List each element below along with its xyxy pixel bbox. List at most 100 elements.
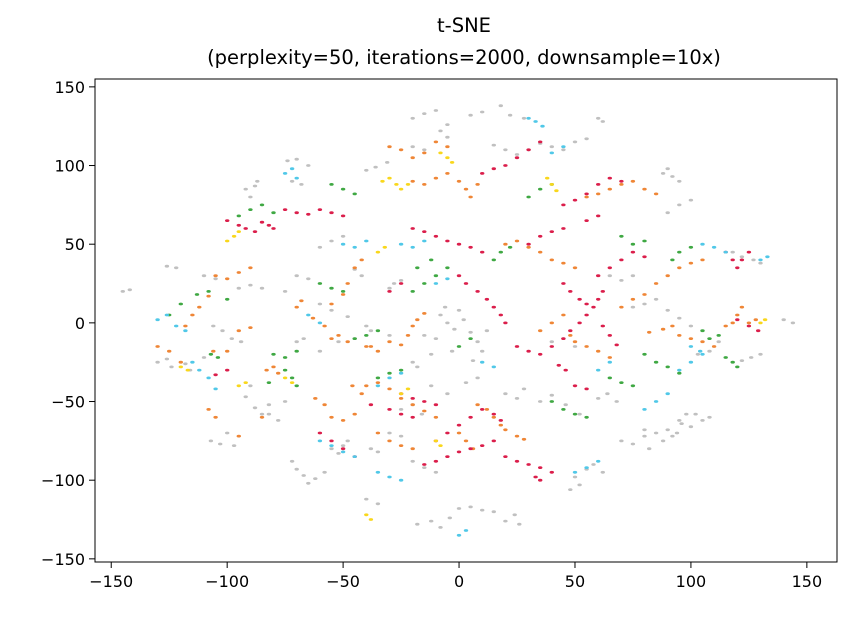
scatter-point [491,415,496,419]
scatter-point [445,172,450,175]
scatter-point [746,324,752,328]
scatter-point [514,397,520,400]
scatter-point [236,230,241,234]
scatter-point [375,450,381,454]
scatter-point [677,203,682,207]
scatter-point [596,116,601,120]
scatter-point [294,340,299,344]
scatter-point [433,282,439,285]
scatter-point [607,334,612,337]
scatter-point [183,329,188,333]
scatter-point [572,345,578,348]
scatter-point [677,371,682,375]
scatter-point [236,434,241,438]
scatter-point [653,282,659,285]
scatter-point [572,198,578,202]
scatter-point [415,266,420,270]
scatter-point [340,293,346,296]
scatter-point [670,175,675,178]
scatter-point [600,120,605,123]
scatter-point [382,245,387,249]
scatter-point [456,431,462,435]
scatter-point [463,282,469,285]
scatter-point [642,302,647,306]
scatter-point [526,245,531,249]
scatter-point [751,258,756,262]
scatter-point [359,392,364,396]
scatter-point [410,227,415,230]
scatter-point [218,442,223,446]
scatter-point [445,145,450,149]
scatter-point [422,466,427,469]
scatter-point [429,519,434,523]
scatter-point [294,305,299,309]
scatter-point [445,123,450,126]
scatter-point [688,360,694,364]
scatter-point [433,274,439,278]
scatter-point [665,274,670,278]
scatter-point [498,419,503,422]
scatter-point [498,104,503,108]
scatter-point [538,140,543,144]
scatter-point [514,156,520,160]
scatter-point [220,329,225,333]
scatter-point [422,334,427,337]
scatter-point [248,326,253,329]
scatter-point [252,184,258,188]
scatter-point [197,305,202,309]
scatter-point [549,230,554,234]
scatter-point [449,349,455,353]
scatter-point [526,349,531,353]
scatter-point [514,434,520,438]
scatter-point [549,321,554,325]
scatter-point [693,412,698,416]
scatter-point [521,116,527,120]
scatter-point [352,412,357,416]
scatter-point [299,183,304,186]
scatter-point [185,368,190,372]
scatter-point [248,384,253,388]
scatter-point [561,261,566,265]
scatter-point [259,220,265,224]
scatter-point [584,302,589,306]
scatter-point [375,502,381,506]
scatter-point [630,442,636,446]
scatter-point [231,444,237,447]
scatter-point [660,327,666,331]
scatter-point [739,359,745,362]
scatter-point [677,179,682,183]
scatter-point [375,431,381,435]
scatter-point [415,522,420,526]
scatter-point [429,352,434,356]
scatter-point [340,187,346,191]
scatter-point [746,321,752,325]
scatter-point [422,400,427,403]
scatter-point [503,455,508,458]
scatter-point [294,349,299,353]
scatter-point [700,242,705,246]
scatter-point [491,258,496,262]
scatter-point [503,428,508,432]
scatter-point [549,151,554,155]
scatter-point [197,368,202,372]
scatter-point [243,395,248,399]
scatter-point [445,321,450,325]
scatter-point [201,274,207,278]
scatter-point [468,330,473,334]
scatter-point [336,452,341,455]
scatter-point [317,245,323,249]
scatter-point [438,313,443,317]
scatter-point [229,337,234,340]
scatter-point [322,324,327,328]
scatter-point [329,447,334,451]
scatter-point [127,288,132,292]
scatter-point [236,329,241,333]
scatter-point [660,172,666,175]
scatter-point [679,422,684,425]
scatter-point [208,352,214,356]
scatter-point [630,384,636,388]
scatter-point [164,264,170,268]
scatter-point [387,408,392,411]
scatter-point [433,140,439,144]
scatter-point [591,463,596,466]
